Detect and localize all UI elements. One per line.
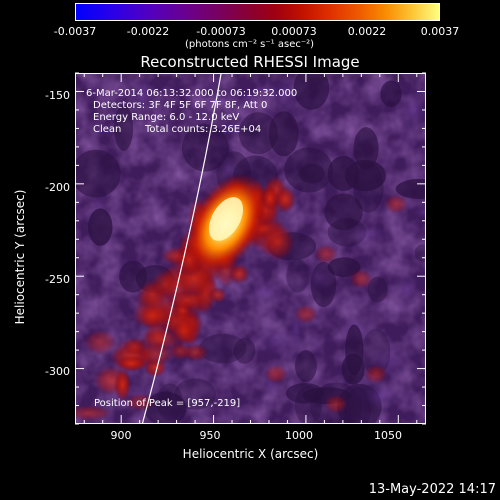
- background-texture: [268, 111, 299, 157]
- background-texture: [293, 74, 330, 110]
- colorbar-tick-label: -0.0037: [53, 25, 97, 38]
- energy-range-text: Energy Range: 6.0 - 12.0 keV: [93, 112, 240, 123]
- emission-texture: [171, 317, 196, 345]
- emission-texture: [364, 364, 388, 384]
- background-texture: [324, 193, 363, 231]
- emission-texture: [260, 222, 296, 262]
- background-texture: [410, 204, 425, 221]
- emission-texture: [349, 269, 373, 289]
- background-texture: [230, 86, 267, 108]
- y-tick-label: -300: [45, 365, 70, 378]
- background-texture: [242, 277, 286, 307]
- colorbar-tick-label: 0.00073: [271, 25, 317, 38]
- emission-texture: [274, 186, 296, 214]
- time-range-text: 6-Mar-2014 06:13:32.000 to 06:19:32.000: [86, 88, 298, 99]
- background-texture: [284, 147, 334, 193]
- heatmap-image: [76, 74, 425, 423]
- emission-texture: [384, 194, 408, 214]
- x-axis-label: Heliocentric X (arcsec): [182, 447, 319, 461]
- background-texture: [295, 350, 317, 383]
- emission-texture: [83, 329, 118, 356]
- y-axis-label: Heliocentric Y (arcsec): [13, 189, 27, 325]
- emission-texture: [125, 392, 156, 412]
- colorbar-tick-label: 0.0037: [420, 25, 460, 38]
- total-counts-text: Total counts: 3.26E+04: [145, 124, 262, 135]
- background-texture: [327, 257, 361, 277]
- background-texture: [358, 380, 405, 410]
- detectors-text: Detectors: 3F 4F 5F 6F 7F 8F, Att 0: [93, 100, 268, 111]
- background-texture: [286, 258, 310, 293]
- background-texture: [393, 270, 421, 306]
- plot-area: 6-Mar-2014 06:13:32.000 to 06:19:32.000 …: [75, 73, 426, 424]
- plot-title: Reconstructed RHESSI Image: [140, 53, 360, 71]
- generated-timestamp: 13-May-2022 14:17: [368, 482, 496, 497]
- clean-text: Clean: [93, 124, 122, 135]
- solar-limb-line: [141, 74, 222, 423]
- background-texture: [380, 80, 402, 108]
- background-texture: [341, 353, 365, 385]
- y-tick-label: -250: [45, 273, 70, 286]
- background-texture: [353, 127, 379, 170]
- background-texture: [361, 328, 391, 376]
- emission-texture: [115, 355, 148, 372]
- background-texture: [181, 124, 229, 172]
- emission-texture: [150, 269, 180, 300]
- colorbar-tick-label: -0.00073: [196, 25, 246, 38]
- x-tick-label: 900: [110, 429, 132, 442]
- background-texture: [367, 276, 388, 303]
- colorbar: [75, 3, 440, 21]
- emission-texture: [324, 394, 348, 414]
- background-texture: [88, 208, 113, 246]
- background-texture: [233, 337, 256, 364]
- x-tick-label: 950: [199, 429, 221, 442]
- background-texture: [344, 222, 394, 247]
- emission-texture: [76, 405, 113, 421]
- background-texture: [344, 160, 386, 192]
- emission-texture: [264, 364, 288, 384]
- colorbar-tick-label: -0.0022: [126, 25, 170, 38]
- peak-position-text: Position of Peak = [957,-219]: [94, 398, 241, 409]
- emission-texture: [123, 337, 146, 357]
- emission-texture: [114, 367, 132, 402]
- background-texture: [238, 112, 278, 155]
- background-texture: [76, 149, 121, 198]
- background-texture: [303, 262, 336, 293]
- emission-texture: [228, 263, 250, 285]
- emission-texture: [208, 287, 227, 304]
- emission-texture: [314, 244, 338, 264]
- y-tick-label: -150: [45, 89, 70, 102]
- background-texture: [132, 77, 153, 116]
- x-tick-label: 1000: [285, 429, 313, 442]
- colorbar-units: (photons cm⁻² s⁻¹ asec⁻²): [185, 39, 315, 50]
- background-texture: [396, 89, 425, 131]
- y-tick-label: -200: [45, 181, 70, 194]
- emission-texture: [294, 304, 318, 324]
- x-tick-label: 1050: [374, 429, 402, 442]
- background-texture: [199, 333, 247, 364]
- background-texture: [114, 105, 134, 151]
- colorbar-tick-label: 0.0022: [347, 25, 387, 38]
